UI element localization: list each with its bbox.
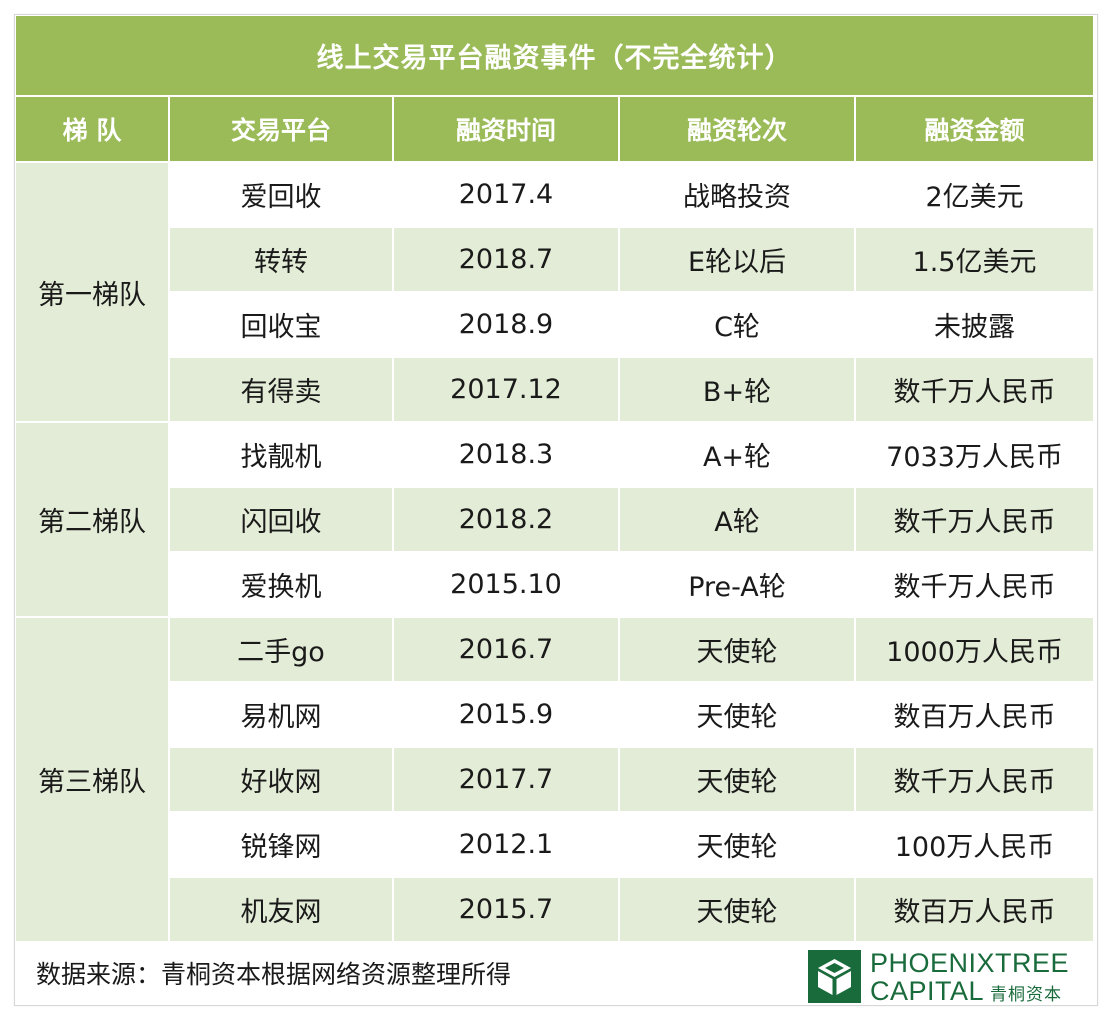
platform-cell: 找靓机: [170, 423, 394, 488]
round-cell: Pre-A轮: [620, 553, 856, 618]
round-cell: A轮: [620, 488, 856, 553]
financing-table: 线上交易平台融资事件（不完全统计） 梯 队 交易平台 融资时间 融资轮次 融资金…: [16, 16, 1094, 943]
time-cell: 2018.2: [394, 488, 620, 553]
time-cell: 2012.1: [394, 813, 620, 878]
round-cell: 战略投资: [620, 163, 856, 228]
amount-cell: 100万人民币: [856, 813, 1094, 878]
time-cell: 2017.7: [394, 748, 620, 813]
round-cell: 天使轮: [620, 618, 856, 683]
header-time: 融资时间: [394, 97, 620, 163]
platform-cell: 闪回收: [170, 488, 394, 553]
table-row: 有得卖 2017.12 B+轮 数千万人民币: [16, 358, 1094, 423]
amount-cell: 数千万人民币: [856, 488, 1094, 553]
time-cell: 2018.3: [394, 423, 620, 488]
amount-cell: 未披露: [856, 293, 1094, 358]
logo-line2: CAPITAL 青桐资本: [870, 977, 1062, 1009]
amount-cell: 数千万人民币: [856, 553, 1094, 618]
table-row: 转转 2018.7 E轮以后 1.5亿美元: [16, 228, 1094, 293]
platform-cell: 爱换机: [170, 553, 394, 618]
table-row: 闪回收 2018.2 A轮 数千万人民币: [16, 488, 1094, 553]
tier-label: 第一梯队: [16, 163, 170, 423]
platform-cell: 易机网: [170, 683, 394, 748]
round-cell: B+轮: [620, 358, 856, 423]
table-row: 第一梯队 爱回收 2017.4 战略投资 2亿美元: [16, 163, 1094, 423]
table-row: 机友网 2015.7 天使轮 数百万人民币: [16, 878, 1094, 943]
time-cell: 2015.7: [394, 878, 620, 943]
amount-cell: 数百万人民币: [856, 683, 1094, 748]
time-cell: 2017.12: [394, 358, 620, 423]
amount-cell: 7033万人民币: [856, 423, 1094, 488]
time-cell: 2016.7: [394, 618, 620, 683]
platform-cell: 爱回收: [170, 163, 394, 228]
time-cell: 2015.9: [394, 683, 620, 748]
table-row: 爱换机 2015.10 Pre-A轮 数千万人民币: [16, 553, 1094, 618]
table-row: 好收网 2017.7 天使轮 数千万人民币: [16, 748, 1094, 813]
time-cell: 2018.9: [394, 293, 620, 358]
header-row: 梯 队 交易平台 融资时间 融资轮次 融资金额: [16, 97, 1094, 163]
tier-label: 第三梯队: [16, 618, 170, 943]
phoenixtree-logo: PHOENIXTREE CAPITAL 青桐资本: [808, 949, 1083, 1005]
amount-cell: 数千万人民币: [856, 748, 1094, 813]
table-row: 第三梯队 二手go 2016.7 天使轮 1000万人民币: [16, 618, 1094, 943]
table-title: 线上交易平台融资事件（不完全统计）: [16, 16, 1094, 97]
header-amount: 融资金额: [856, 97, 1094, 163]
round-cell: 天使轮: [620, 878, 856, 943]
header-platform: 交易平台: [170, 97, 394, 163]
round-cell: C轮: [620, 293, 856, 358]
data-source-note: 数据来源：青桐资本根据网络资源整理所得: [36, 960, 512, 989]
table-row: 回收宝 2018.9 C轮 未披露: [16, 293, 1094, 358]
platform-cell: 锐锋网: [170, 813, 394, 878]
amount-cell: 1.5亿美元: [856, 228, 1094, 293]
header-round: 融资轮次: [620, 97, 856, 163]
round-cell: A+轮: [620, 423, 856, 488]
round-cell: 天使轮: [620, 813, 856, 878]
logo-line2-text: CAPITAL: [870, 976, 985, 1006]
logo-chinese: 青桐资本: [990, 985, 1063, 1005]
table-row: 锐锋网 2012.1 天使轮 100万人民币: [16, 813, 1094, 878]
time-cell: 2017.4: [394, 163, 620, 228]
platform-cell: 好收网: [170, 748, 394, 813]
tier-label: 第二梯队: [16, 423, 170, 618]
time-cell: 2015.10: [394, 553, 620, 618]
amount-cell: 数百万人民币: [856, 878, 1094, 943]
amount-cell: 2亿美元: [856, 163, 1094, 228]
platform-cell: 机友网: [170, 878, 394, 943]
cube-logo-icon: [808, 950, 861, 1003]
amount-cell: 数千万人民币: [856, 358, 1094, 423]
platform-cell: 转转: [170, 228, 394, 293]
logo-line1: PHOENIXTREE: [870, 948, 1070, 978]
amount-cell: 1000万人民币: [856, 618, 1094, 683]
platform-cell: 有得卖: [170, 358, 394, 423]
time-cell: 2018.7: [394, 228, 620, 293]
platform-cell: 回收宝: [170, 293, 394, 358]
platform-cell: 二手go: [170, 618, 394, 683]
table-row: 易机网 2015.9 天使轮 数百万人民币: [16, 683, 1094, 748]
round-cell: 天使轮: [620, 683, 856, 748]
table-row: 第二梯队 找靓机 2018.3 A+轮 7033万人民币: [16, 423, 1094, 618]
header-tier: 梯 队: [16, 97, 170, 163]
round-cell: E轮以后: [620, 228, 856, 293]
round-cell: 天使轮: [620, 748, 856, 813]
